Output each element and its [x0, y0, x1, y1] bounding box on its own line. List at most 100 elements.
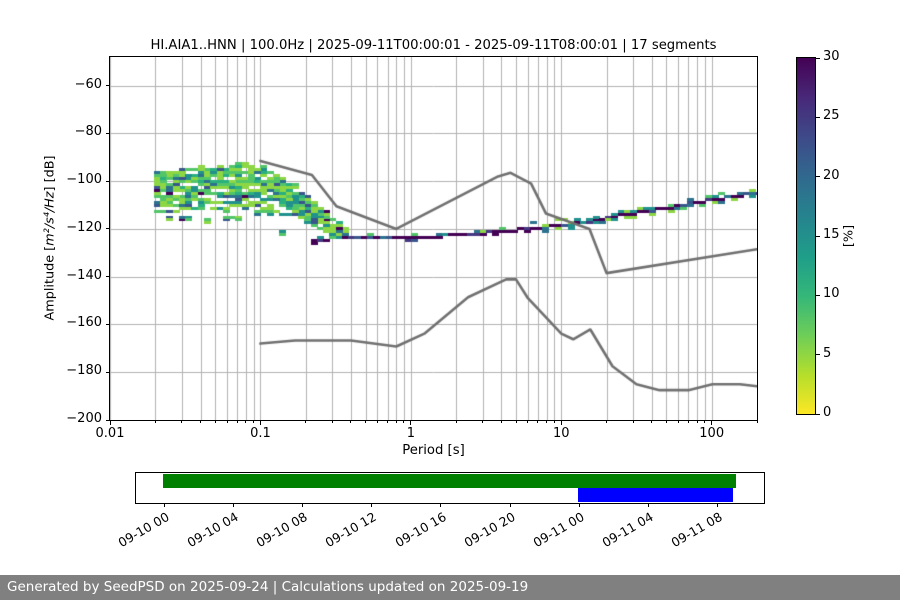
- footer-bar: Generated by SeedPSD on 2025-09-24 | Cal…: [0, 575, 900, 600]
- colorbar-tick: [816, 413, 820, 415]
- x-tick: [376, 421, 378, 423]
- y-tick: [106, 180, 110, 182]
- plot-title: HI.AIA1..HNN | 100.0Hz | 2025-09-11T00:0…: [150, 38, 717, 53]
- x-tick: [696, 421, 698, 423]
- timeline-tick: [440, 503, 442, 507]
- x-tick: [387, 421, 389, 423]
- x-tick: [537, 421, 539, 423]
- y-axis-label-units: m²/s⁴/Hz: [42, 191, 58, 246]
- colorbar: [796, 57, 816, 415]
- x-tick-label: 0.1: [250, 426, 271, 441]
- y-tick-label: −60: [74, 76, 102, 92]
- x-tick: [365, 421, 367, 423]
- x-tick: [253, 421, 255, 423]
- colorbar-label: [%]: [841, 224, 857, 248]
- y-tick: [106, 132, 110, 134]
- x-tick: [651, 421, 653, 423]
- colorbar-tick-label: 5: [823, 345, 832, 361]
- colorbar-tick-label: 10: [823, 286, 840, 302]
- y-axis-label-prefix: Amplitude [: [42, 245, 58, 321]
- y-tick-label: −80: [74, 124, 102, 140]
- x-tick-label: 100: [699, 426, 725, 441]
- colorbar-tick: [816, 116, 820, 118]
- timeline-tick-label-text: 09-10 08: [253, 509, 310, 551]
- x-tick: [331, 421, 333, 423]
- colorbar-gradient: [797, 58, 815, 414]
- timeline-tick: [371, 503, 373, 507]
- colorbar-tick-label: 25: [823, 108, 840, 124]
- x-tick: [515, 421, 517, 423]
- x-tick: [403, 421, 405, 423]
- x-tick-label: 1: [406, 426, 415, 441]
- x-tick-label: 10: [553, 426, 570, 441]
- timeline-tick-label-text: 09-10 04: [184, 509, 241, 551]
- x-tick: [553, 421, 555, 423]
- y-tick-label: −140: [66, 267, 102, 283]
- timeline-tick: [578, 503, 580, 507]
- x-tick: [350, 421, 352, 423]
- x-tick: [665, 421, 667, 423]
- y-tick: [106, 276, 110, 278]
- x-tick: [395, 421, 397, 423]
- y-tick: [106, 85, 110, 87]
- x-tick: [410, 421, 412, 425]
- x-tick: [687, 421, 689, 423]
- y-tick-label: −120: [66, 219, 102, 235]
- x-tick: [711, 421, 713, 425]
- colorbar-tick-label: 20: [823, 167, 840, 183]
- y-tick-label: −160: [66, 315, 102, 331]
- x-tick: [455, 421, 457, 423]
- y-tick: [106, 228, 110, 230]
- footer-text: Generated by SeedPSD on 2025-09-24 | Cal…: [7, 579, 529, 595]
- timeline-tick-label-text: 09-10 00: [115, 509, 172, 551]
- timeline-tick-label-text: 09-11 08: [668, 509, 726, 551]
- x-tick: [546, 421, 548, 423]
- timeline-availability-bar: [163, 474, 736, 488]
- timeline-tick-label-text: 09-10 20: [461, 509, 518, 551]
- x-tick-label: 0.01: [95, 426, 125, 441]
- timeline-tick: [647, 503, 649, 507]
- x-tick: [245, 421, 247, 423]
- timeline-tick: [163, 503, 165, 507]
- x-tick: [214, 421, 216, 423]
- colorbar-tick-label: 30: [823, 49, 840, 64]
- x-tick: [226, 421, 228, 423]
- y-tick: [106, 419, 110, 421]
- x-tick: [305, 421, 307, 423]
- x-tick: [560, 421, 562, 425]
- x-tick: [632, 421, 634, 423]
- y-tick: [106, 371, 110, 373]
- x-tick: [482, 421, 484, 423]
- timeline-tick-label-text: 09-10 12: [322, 509, 380, 551]
- timeline-selected-window-bar: [577, 488, 733, 502]
- colorbar-tick: [816, 57, 820, 59]
- x-tick: [500, 421, 502, 423]
- timeline-tick: [509, 503, 511, 507]
- x-tick: [259, 421, 261, 425]
- timeline-tick-label-text: 09-11 00: [530, 509, 587, 551]
- colorbar-tick-label: 15: [823, 227, 840, 242]
- x-tick: [756, 421, 758, 423]
- timeline-tick: [232, 503, 234, 507]
- timeline-box: [135, 472, 765, 504]
- x-tick: [154, 421, 156, 423]
- colorbar-tick: [816, 294, 820, 296]
- y-tick-label: −100: [66, 172, 102, 188]
- x-tick: [606, 421, 608, 423]
- y-tick: [106, 323, 110, 325]
- colorbar-tick: [816, 354, 820, 356]
- x-tick: [527, 421, 529, 423]
- colorbar-tick-label: 0: [823, 405, 832, 420]
- colorbar-tick: [816, 176, 820, 178]
- x-tick: [677, 421, 679, 423]
- ppsd-plot-area: [109, 56, 758, 421]
- x-tick: [109, 421, 111, 425]
- timeline-tick: [301, 503, 303, 507]
- colorbar-tick: [816, 235, 820, 237]
- timeline-tick-label-text: 09-11 04: [599, 509, 656, 551]
- x-tick: [181, 421, 183, 423]
- x-tick: [200, 421, 202, 423]
- x-tick: [236, 421, 238, 423]
- x-axis-label: Period [s]: [402, 443, 465, 458]
